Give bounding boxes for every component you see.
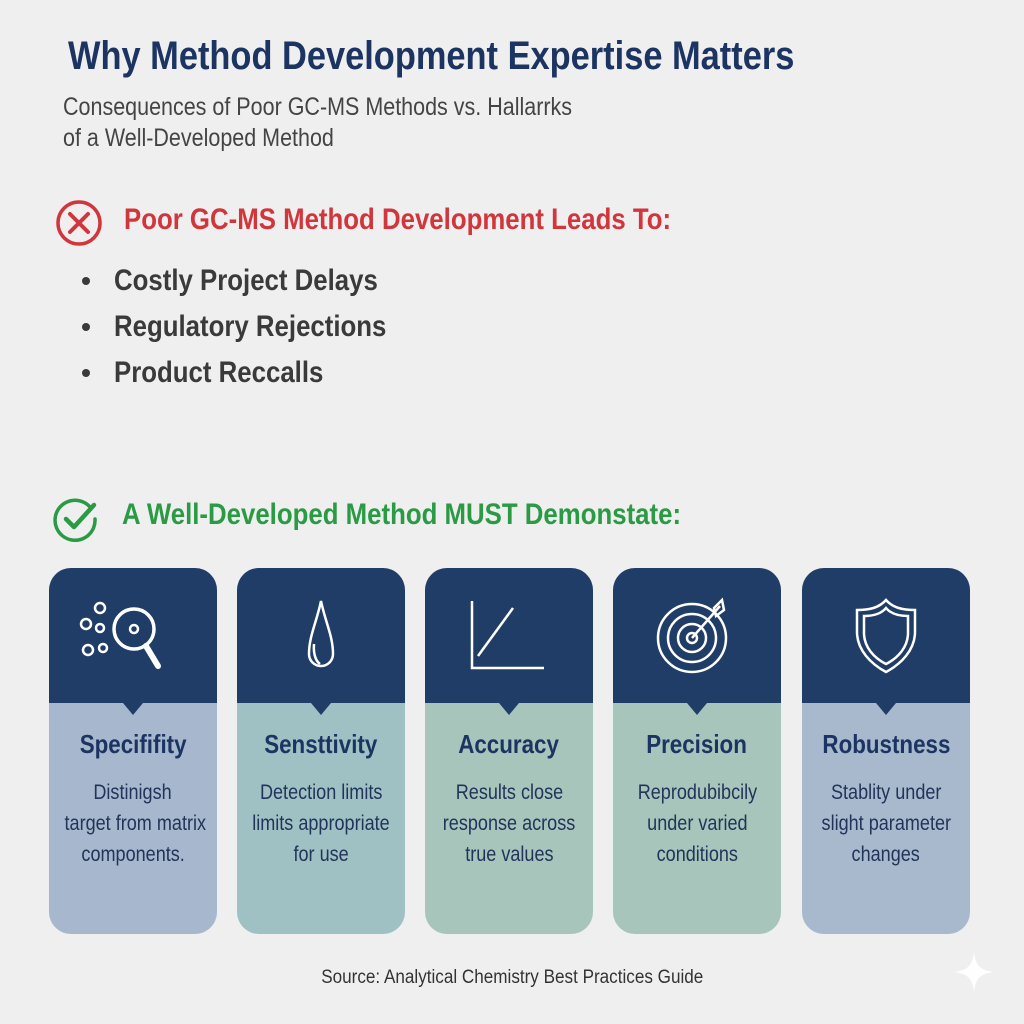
card-body: Accuracy Results close response across tru… (425, 703, 593, 934)
card-title: Specififity (79, 729, 187, 759)
check-circle-icon (53, 498, 97, 543)
card-description: Results close response across true values (442, 781, 576, 866)
card-description: Distinigsh target from matrix components. (64, 781, 207, 866)
card-body: Robustness Stablity under slight paramete… (802, 703, 970, 934)
target-icon (656, 596, 728, 673)
subtitle-line: of a Well-Developed Method (63, 124, 334, 152)
list-item: Product Reccalls (82, 350, 431, 396)
sparkle-icon (954, 952, 994, 992)
bullet-icon (82, 369, 90, 377)
card-precision: Precision Reprodubibcily under varied cond… (613, 568, 781, 934)
x-circle-icon (56, 200, 102, 246)
card-sensitivity: Sensttivity Detection limits limits appro… (237, 568, 405, 934)
card-body: Precision Reprodubibcily under varied cond… (613, 703, 781, 934)
card-title: Robustness (822, 729, 950, 759)
card-description: Detection limits limits appropriate for us… (252, 781, 390, 866)
source-note: Source: Analytical Chemistry Best Practi… (320, 967, 704, 988)
card-specificity: Specififity Distinigsh target from matrix… (49, 568, 217, 934)
card-description: Stablity under slight parameter changes (821, 781, 951, 866)
card-body: Sensttivity Detection limits limits appro… (237, 703, 405, 934)
bullet-icon (82, 323, 90, 331)
list-item: Costly Project Delays (82, 258, 431, 304)
card-title: Sensttivity (264, 729, 378, 759)
subtitle: Consequences of Poor GC-MS Methods vs. H… (63, 92, 655, 154)
bullet-icon (82, 277, 90, 285)
subtitle-line: Consequences of Poor GC-MS Methods vs. H… (63, 93, 573, 121)
card-accuracy: Accuracy Results close response across tru… (425, 568, 593, 934)
card-title: Precision (646, 729, 748, 759)
consequences-list: Costly Project Delays Regulatory Rejecti… (82, 258, 431, 396)
card-title: Accuracy (458, 729, 560, 759)
poor-method-heading: Poor GC-MS Method Development Leads To: (124, 203, 672, 236)
card-body: Specififity Distinigsh target from matrix… (49, 703, 217, 934)
good-method-heading: A Well-Developed Method MUST Demonstate: (122, 498, 682, 531)
list-item: Regulatory Rejections (82, 304, 431, 350)
linear-graph-icon (470, 600, 544, 669)
card-robustness: Robustness Stablity under slight paramete… (802, 568, 970, 934)
magnifier-particles-icon (79, 601, 161, 669)
shield-icon (855, 597, 917, 673)
droplet-icon (307, 600, 335, 667)
card-description: Reprodubibcily under varied conditions (637, 781, 757, 866)
page-title: Why Method Development Expertise Matters (68, 34, 795, 78)
